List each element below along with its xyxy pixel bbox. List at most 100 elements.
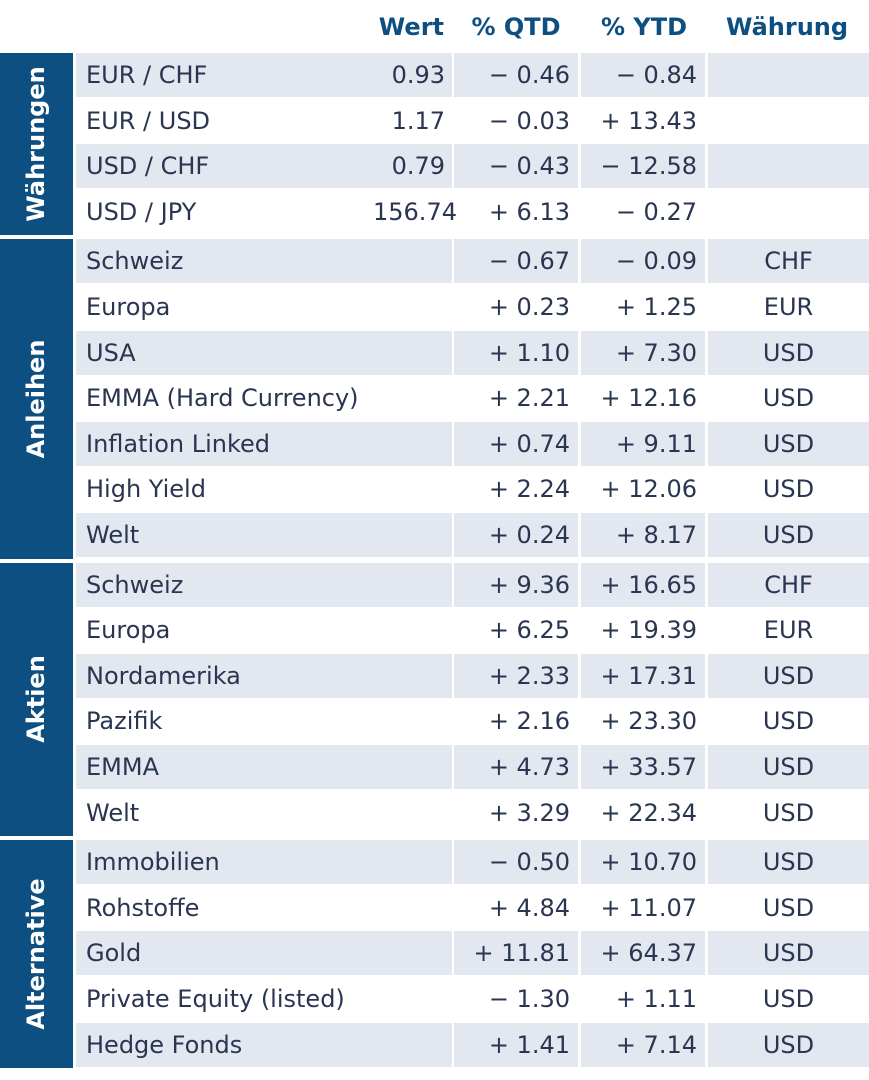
row-wert: 156.74 (373, 197, 457, 226)
table-row: Europa + 6.25 + 19.39 EUR (73, 608, 869, 654)
row-currency: USD (708, 653, 869, 698)
row-wert: 1.17 (391, 106, 445, 135)
row-qtd: + 2.33 (454, 653, 578, 698)
table-row: Immobilien − 0.50 + 10.70 USD (73, 840, 869, 886)
table-row: USD / JPY 156.74 + 6.13 − 0.27 (73, 190, 869, 236)
row-currency (708, 99, 869, 143)
row-wert (373, 376, 451, 420)
row-currency: EUR (763, 616, 814, 645)
table-row: Private Equity (listed) − 1.30 + 1.11 USD (73, 977, 869, 1023)
row-wert (373, 1023, 451, 1067)
table-header: Wert % QTD % YTD Währung (0, 0, 869, 52)
row-ytd: + 1.25 (615, 292, 697, 321)
row-wert (373, 467, 451, 511)
row-qtd: + 11.81 (454, 931, 578, 976)
row-wert (373, 791, 451, 835)
row-ytd: + 17.31 (581, 653, 705, 698)
group-rows: Immobilien − 0.50 + 10.70 USD Rohstoffe + 4.8… (73, 840, 869, 1068)
row-name: USD / CHF (76, 144, 452, 189)
group-3: Alternative Immobilien − 0.50 + 10.70 USD Roh… (0, 840, 869, 1069)
group-band: Aktien (0, 562, 73, 837)
group-label: Alternative (22, 878, 50, 1030)
group-rows: Schweiz + 9.36 + 16.65 CHF Europa + 6.25 + 19.… (73, 562, 869, 837)
row-currency (708, 53, 869, 97)
group-label: Währungen (22, 66, 50, 222)
row-wert (373, 513, 451, 557)
row-ytd: + 33.57 (581, 744, 705, 789)
row-ytd: − 0.27 (615, 197, 697, 226)
table-row: Welt + 0.24 + 8.17 USD (73, 512, 869, 559)
table-row: Schweiz − 0.67− 0.09 CHF (73, 239, 869, 285)
row-ytd: + 11.07 (600, 893, 697, 922)
header-wert: Wert (378, 13, 444, 41)
group-band: Anleihen (0, 239, 73, 559)
row-currency: USD (762, 707, 815, 736)
row-name: Europa (86, 292, 171, 321)
row-qtd: + 6.25 (488, 616, 570, 645)
row-name: EMMA (76, 744, 452, 789)
row-wert (373, 608, 451, 652)
row-qtd: + 2.21 (488, 384, 570, 413)
row-qtd: − 0.67 (454, 239, 578, 284)
table-row: USA + 1.10 + 7.30 USD (73, 330, 869, 377)
row-currency: USD (708, 840, 869, 885)
row-currency: USD (708, 1022, 869, 1067)
row-ytd: − 0.84 (581, 53, 705, 97)
row-qtd: − 0.43 (454, 144, 578, 189)
row-currency: CHF (708, 562, 869, 607)
row-currency: USD (708, 744, 869, 789)
group-label: Anleihen (22, 339, 50, 459)
row-name: EMMA (Hard Currency) (86, 384, 359, 413)
table-row: EMMA (Hard Currency) + 2.21 + 12.16 USD (73, 376, 869, 422)
table-row: Inflation Linked + 0.74 + 9.11 USD (73, 421, 869, 468)
row-ytd: + 16.65 (581, 562, 705, 607)
row-name: Schweiz (76, 239, 452, 284)
row-name: Welt (86, 798, 140, 827)
row-name: High Yield (86, 475, 206, 504)
group-label: Aktien (22, 655, 50, 744)
row-wert (373, 331, 451, 375)
row-name: Pazifik (86, 707, 163, 736)
row-wert (373, 977, 451, 1021)
row-name: Schweiz (76, 562, 452, 607)
row-name: Europa (86, 616, 171, 645)
row-name: Nordamerika (76, 653, 452, 698)
group-2: Aktien Schweiz + 9.36 + 16.65 CHF Europa + 6.2… (0, 562, 869, 837)
row-ytd: + 64.37 (581, 931, 705, 976)
row-ytd: + 12.16 (600, 384, 697, 413)
group-rows: Schweiz − 0.67− 0.09 CHF Europa + 0.23 + 1.25… (73, 239, 869, 558)
table-row: EMMA + 4.73 + 33.57 USD (73, 744, 869, 791)
row-wert (373, 563, 451, 607)
group-1: Anleihen Schweiz − 0.67− 0.09 CHF Europa + 0.… (0, 239, 869, 559)
row-wert: 0.79 (391, 152, 445, 181)
row-ytd: + 7.14 (581, 1022, 705, 1067)
row-ytd: + 7.30 (581, 330, 705, 375)
row-wert: 0.93 (391, 61, 445, 89)
table-row: Hedge Fonds + 1.41 + 7.14 USD (73, 1022, 869, 1069)
row-ytd: + 13.43 (600, 106, 697, 135)
row-ytd: + 8.17 (581, 512, 705, 557)
table-row: Europa + 0.23 + 1.25 EUR (73, 285, 869, 331)
row-qtd: + 6.13 (488, 197, 570, 226)
row-name: Gold (76, 931, 452, 976)
table-row: Schweiz + 9.36 + 16.65 CHF (73, 562, 869, 609)
group-rows: EUR / CHF 0.93 − 0.46− 0.84 EUR / USD 1.17 − … (73, 53, 869, 235)
table-row: Gold + 11.81 + 64.37 USD (73, 931, 869, 977)
row-qtd: − 1.30 (488, 984, 570, 1013)
header-currency: Währung (725, 13, 849, 41)
group-band: Währungen (0, 53, 73, 236)
row-ytd: + 23.30 (600, 707, 697, 736)
row-name: Immobilien (76, 840, 452, 885)
row-wert (373, 886, 451, 930)
row-qtd: + 0.24 (454, 512, 578, 557)
group-band: Alternative (0, 840, 73, 1069)
row-currency (708, 190, 869, 234)
row-name: Inflation Linked (76, 421, 452, 466)
row-qtd: + 1.10 (454, 330, 578, 375)
row-wert (373, 745, 451, 789)
row-currency: USD (762, 798, 815, 827)
row-currency: EUR (763, 292, 814, 321)
row-currency: USD (708, 421, 869, 466)
table-row: USD / CHF 0.79 − 0.43− 12.58 (73, 144, 869, 190)
